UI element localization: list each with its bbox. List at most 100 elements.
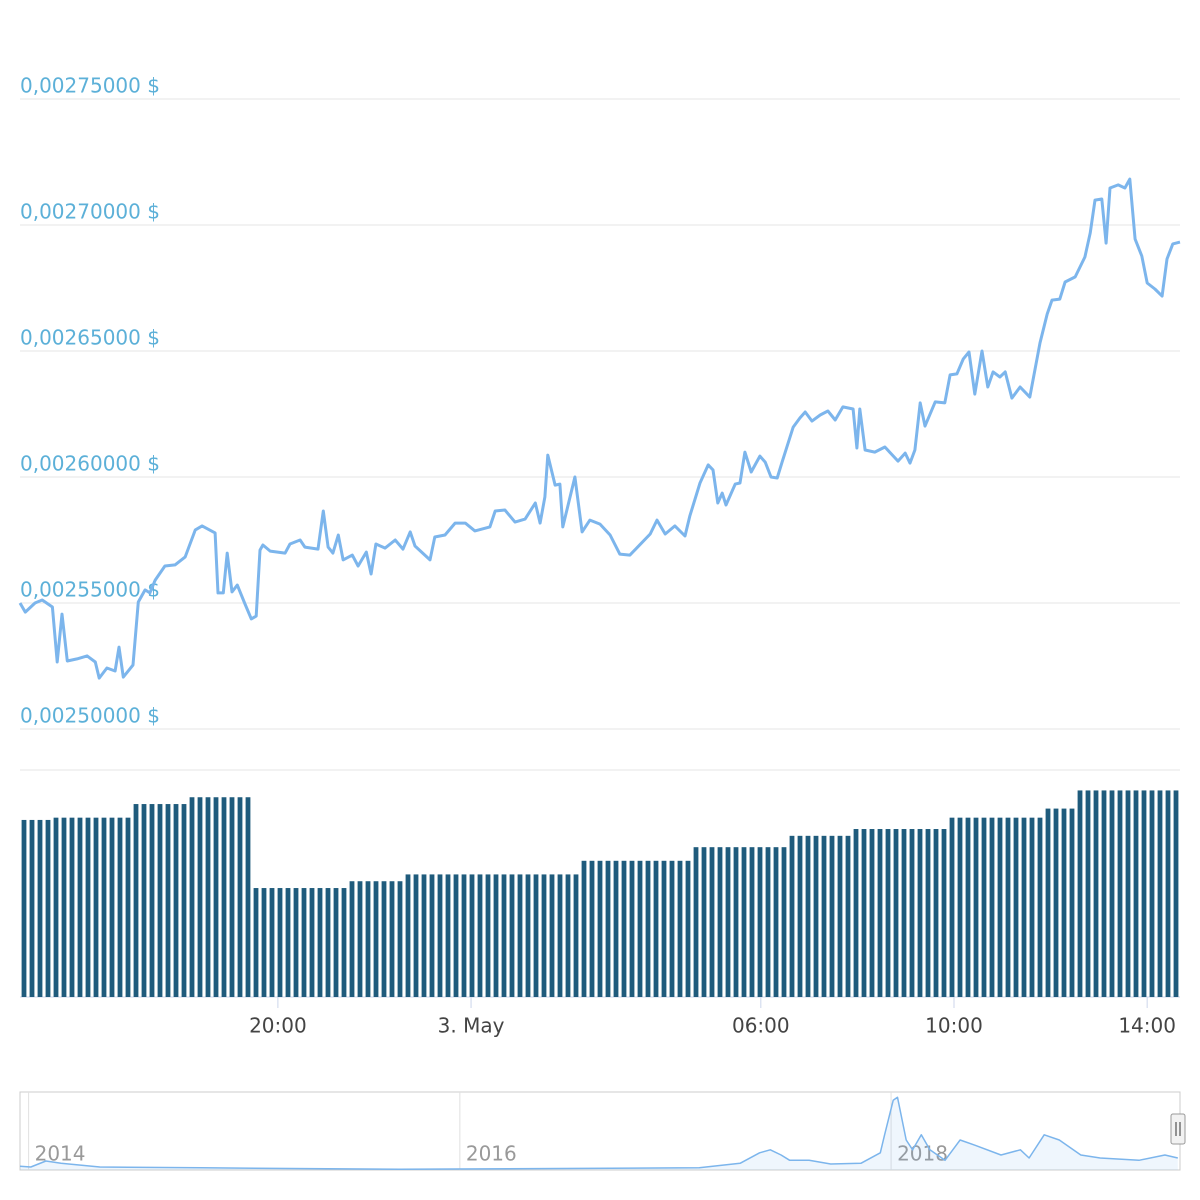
volume-bar [853,829,859,997]
volume-bar [861,829,867,997]
volume-bar [805,835,811,997]
line [19,1096,1178,1171]
volume-bar [877,829,883,997]
volume-bar [1173,790,1179,997]
volume-bar [469,874,475,997]
y-tick-label: 0,00250000 $ [20,704,160,728]
volume-bar [837,835,843,997]
volume-bar [45,819,51,997]
volume-bar [285,888,291,997]
volume-bar [149,804,155,997]
volume-bar [965,817,971,997]
volume-bar [61,817,67,997]
volume-bar [53,817,59,997]
volume-bar [517,874,523,997]
volume-bar [709,847,715,997]
y-tick-label: 0,00260000 $ [20,452,160,476]
volume-bar [981,817,987,997]
volume-bar [29,819,35,997]
volume-bar [413,874,419,997]
volume-bar [781,847,787,997]
volume-bar [989,817,995,997]
volume-bar [69,817,75,997]
volume-bar [757,847,763,997]
volume-bar [1037,817,1043,997]
volume-bar [181,804,187,997]
volume-bar [341,888,347,997]
volume-bar [21,819,27,997]
volume-bar [621,860,627,997]
volume-bar [213,797,219,997]
volume-bar [677,860,683,997]
x-tick-label: 2016 [466,1142,517,1166]
volume-bar [693,847,699,997]
volume-bar [309,888,315,997]
volume-bar [725,847,731,997]
line [18,177,1181,680]
volume-bar [733,847,739,997]
volume-bar [453,874,459,997]
area [20,1097,1178,1170]
volume-bar [1085,790,1091,997]
volume-bar [485,874,491,997]
volume-bar [909,829,915,997]
volume-bar [1013,817,1019,997]
x-tick-label: 10:00 [925,1014,983,1038]
x-tick-label: 20:00 [249,1014,307,1038]
volume-bar [685,860,691,997]
volume-bar [1093,790,1099,997]
volume-bar [253,888,259,997]
volume-bar [661,860,667,997]
volume-bar [1117,790,1123,997]
x-tick-label: 06:00 [732,1014,790,1038]
volume-bar [493,874,499,997]
volume-bar [93,817,99,997]
volume-bar [845,835,851,997]
x-tick-label: 2018 [897,1142,948,1166]
volume-bar [269,888,275,997]
volume-bar [533,874,539,997]
volume-bar [973,817,979,997]
volume-bar [1005,817,1011,997]
volume-bar [1021,817,1027,997]
volume-bar [165,804,171,997]
volume-bar [1149,790,1155,997]
volume-bar [1053,808,1059,997]
volume-bar [789,835,795,997]
y-tick-label: 0,00265000 $ [20,326,160,350]
volume-bar [933,829,939,997]
volume-bar [461,874,467,997]
volume-bar [549,874,555,997]
volume-bar [565,874,571,997]
volume-bar [117,817,123,997]
volume-bar [237,797,243,997]
volume-bar [629,860,635,997]
volume-bar [1045,808,1051,997]
volume-bar [597,860,603,997]
volume-bar [277,888,283,997]
volume-bar [637,860,643,997]
navigator-handle[interactable] [1170,1113,1186,1145]
volume-bar [1101,790,1107,997]
volume-bar [749,847,755,997]
volume-bar [205,797,211,997]
volume-bar [1157,790,1163,997]
volume-bar [477,874,483,997]
volume-bar [157,804,163,997]
volume-bar [821,835,827,997]
volume-bar [365,881,371,997]
volume-bar [885,829,891,997]
volume-bar [125,817,131,997]
volume-bar [173,804,179,997]
volume-bar [101,817,107,997]
volume-bar [1133,790,1139,997]
volume-bar [317,888,323,997]
volume-bar [829,835,835,997]
volume-bar [957,817,963,997]
volume-bar [445,874,451,997]
volume-bar [605,860,611,997]
volume-bar [1069,808,1075,997]
volume-bar [813,835,819,997]
volume-bar [245,797,251,997]
volume-bar [189,797,195,997]
